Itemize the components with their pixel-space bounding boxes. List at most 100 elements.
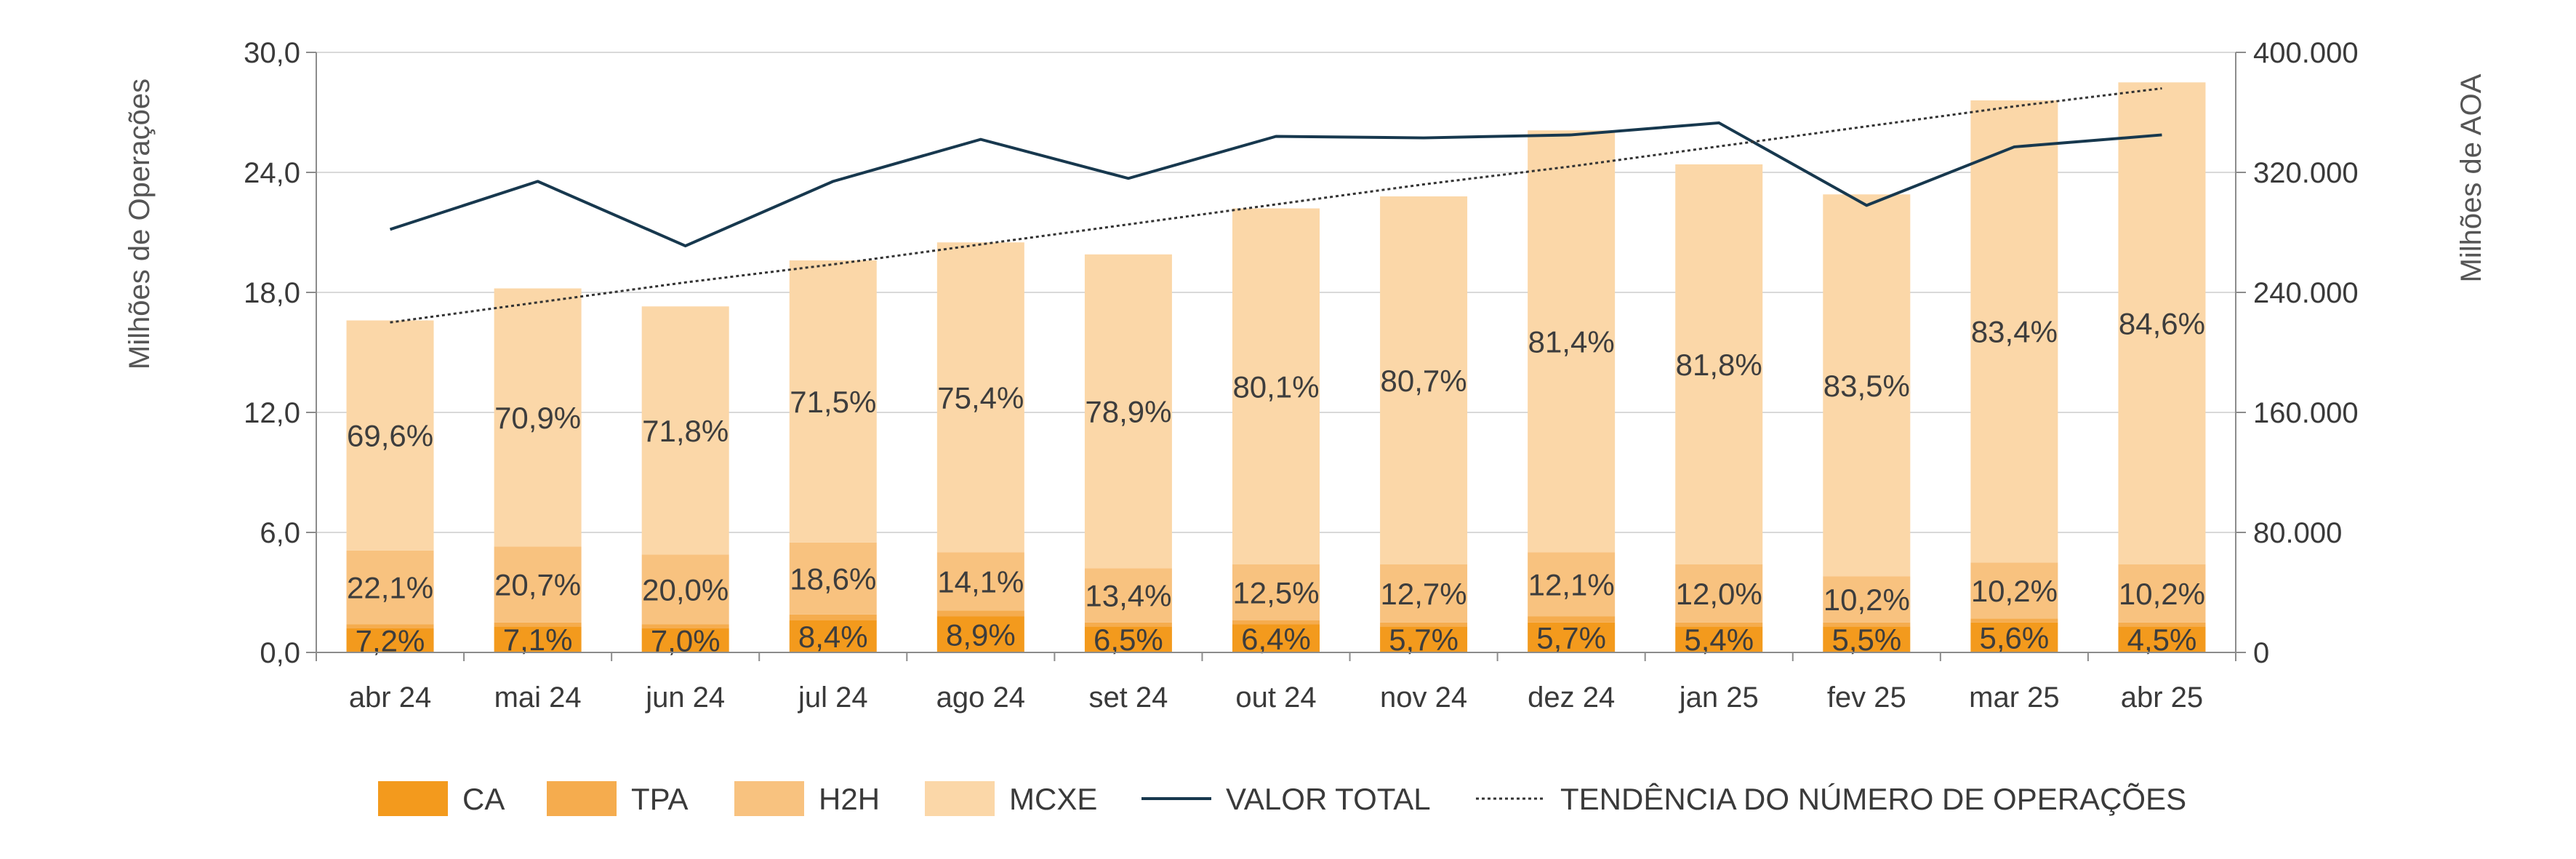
legend-swatch-mcxe [925, 781, 995, 816]
bar-segment-tpa [1675, 622, 1763, 627]
bar-segment-mcxe [1970, 100, 2058, 563]
bar-segment-ca [1528, 622, 1616, 652]
legend-label-ca: CA [462, 782, 505, 816]
data-label-ca: 7,1% [503, 623, 573, 657]
x-tick-label: fev 25 [1827, 682, 1906, 714]
bar-segment-h2h [936, 552, 1024, 611]
data-label-ca: 5,7% [1536, 620, 1606, 655]
x-tick-label: ago 24 [936, 682, 1025, 714]
y-axis-left-title: Milhões de Operações [124, 79, 156, 369]
data-label-ca: 8,4% [798, 620, 868, 654]
y-left-tick-label: 24,0 [244, 157, 300, 189]
x-tick-label: abr 24 [349, 682, 431, 714]
data-label-mcxe: 80,1% [1232, 369, 1319, 404]
y-left-tick-label: 6,0 [260, 517, 300, 549]
y-right-tick-label: 240.000 [2253, 277, 2359, 309]
data-label-mcxe: 70,9% [494, 401, 581, 435]
data-label-ca: 8,9% [946, 618, 1016, 652]
data-label-h2h: 20,7% [494, 568, 581, 602]
bar-segment-mcxe [494, 288, 582, 547]
y-left-tick-label: 18,0 [244, 277, 300, 309]
bar-segment-tpa [346, 624, 434, 628]
bar-segment-h2h [1823, 576, 1911, 623]
bar-segment-ca [1232, 624, 1320, 652]
bar-segment-mcxe [789, 260, 877, 543]
bar-segment-h2h [641, 554, 729, 625]
y-left-tick-label: 30,0 [244, 37, 300, 69]
y-axis-right-title: Milhões de AOA [2455, 73, 2487, 282]
bar-segment-ca [494, 626, 582, 652]
legend-label-tend-ncia-do-n-mero-de-opera-es: TENDÊNCIA DO NÚMERO DE OPERAÇÕES [1560, 782, 2186, 816]
data-label-h2h: 12,1% [1528, 568, 1615, 602]
bar-segment-h2h [1528, 552, 1616, 617]
data-label-ca: 5,6% [1980, 620, 2050, 655]
x-tick-label: out 24 [1235, 682, 1316, 714]
legend-label-h2h: H2H [819, 782, 880, 816]
bar-segment-ca [346, 628, 434, 652]
segment-labels: 7,2%22,1%69,6%7,1%20,7%70,9%7,0%20,0%71,… [347, 307, 2205, 658]
bar-segment-h2h [1232, 564, 1320, 620]
bar-segment-tpa [1380, 622, 1468, 627]
data-label-ca: 6,4% [1241, 622, 1311, 656]
bar-segment-tpa [1232, 620, 1320, 625]
data-label-mcxe: 78,9% [1085, 395, 1171, 429]
y-left-tick-label: 0,0 [260, 637, 300, 669]
legend-swatch-tpa [547, 781, 617, 816]
x-tick-label: jun 24 [645, 682, 725, 714]
bar-segment-ca [641, 628, 729, 652]
bars [346, 82, 2206, 652]
y-right-tick-label: 160.000 [2253, 397, 2359, 429]
line-series [389, 87, 2162, 324]
bar-segment-mcxe [346, 320, 434, 551]
data-label-h2h: 10,2% [2119, 577, 2205, 611]
x-tick-label: jul 24 [798, 682, 868, 714]
bar-segment-mcxe [936, 242, 1024, 553]
data-label-h2h: 14,1% [937, 564, 1024, 599]
bar-segment-ca [1970, 622, 2058, 652]
data-label-h2h: 20,0% [642, 572, 729, 607]
data-label-mcxe: 81,8% [1676, 348, 1762, 382]
data-label-ca: 5,7% [1389, 623, 1458, 657]
bar-segment-h2h [346, 550, 434, 625]
data-label-mcxe: 71,8% [642, 414, 729, 448]
bar-segment-ca [1823, 626, 1911, 652]
bar-segment-mcxe [1823, 194, 1911, 577]
bar-segment-h2h [2118, 564, 2206, 623]
bar-segment-tpa [1528, 616, 1616, 623]
y-left-tick-label: 12,0 [244, 397, 300, 429]
bar-segment-ca [1380, 626, 1468, 652]
bar-segment-ca [1084, 626, 1172, 652]
x-tick-label: set 24 [1088, 682, 1168, 714]
data-label-ca: 6,5% [1094, 623, 1163, 657]
legend-swatch-ca [378, 781, 448, 816]
bar-segment-mcxe [1380, 196, 1468, 564]
y-right-tick-label: 0 [2253, 637, 2269, 669]
data-label-h2h: 10,2% [1971, 574, 2058, 608]
x-tick-label: jan 25 [1679, 682, 1759, 714]
bar-segment-ca [1675, 626, 1763, 652]
bar-segment-mcxe [1675, 164, 1763, 564]
data-label-h2h: 12,7% [1381, 577, 1467, 611]
data-label-mcxe: 71,5% [790, 385, 876, 419]
data-label-h2h: 13,4% [1085, 579, 1171, 613]
bar-segment-h2h [1380, 564, 1468, 623]
bar-segment-h2h [1675, 564, 1763, 623]
bar-segment-mcxe [1232, 208, 1320, 564]
legend-label-tpa: TPA [631, 782, 689, 816]
axes: 0,0 0 6,0 80.000 12,0 160.000 18,0 240.000 24,0 3… [244, 37, 2358, 714]
bar-segment-h2h [789, 542, 877, 615]
data-label-mcxe: 84,6% [2119, 307, 2205, 341]
bar-segment-tpa [494, 622, 582, 627]
data-label-mcxe: 69,6% [347, 419, 433, 453]
y-right-tick-label: 80.000 [2253, 517, 2342, 549]
data-label-mcxe: 81,4% [1528, 324, 1615, 359]
x-tick-label: abr 25 [2121, 682, 2203, 714]
data-label-ca: 5,4% [1684, 623, 1754, 657]
bar-segment-mcxe [2118, 82, 2206, 564]
bar-segment-mcxe [641, 306, 729, 555]
bar-segment-h2h [1084, 568, 1172, 623]
legend-label-mcxe: MCXE [1009, 782, 1097, 816]
data-label-mcxe: 83,4% [1971, 315, 2058, 349]
bar-segment-ca [2118, 626, 2206, 652]
bar-segment-ca [789, 620, 877, 652]
